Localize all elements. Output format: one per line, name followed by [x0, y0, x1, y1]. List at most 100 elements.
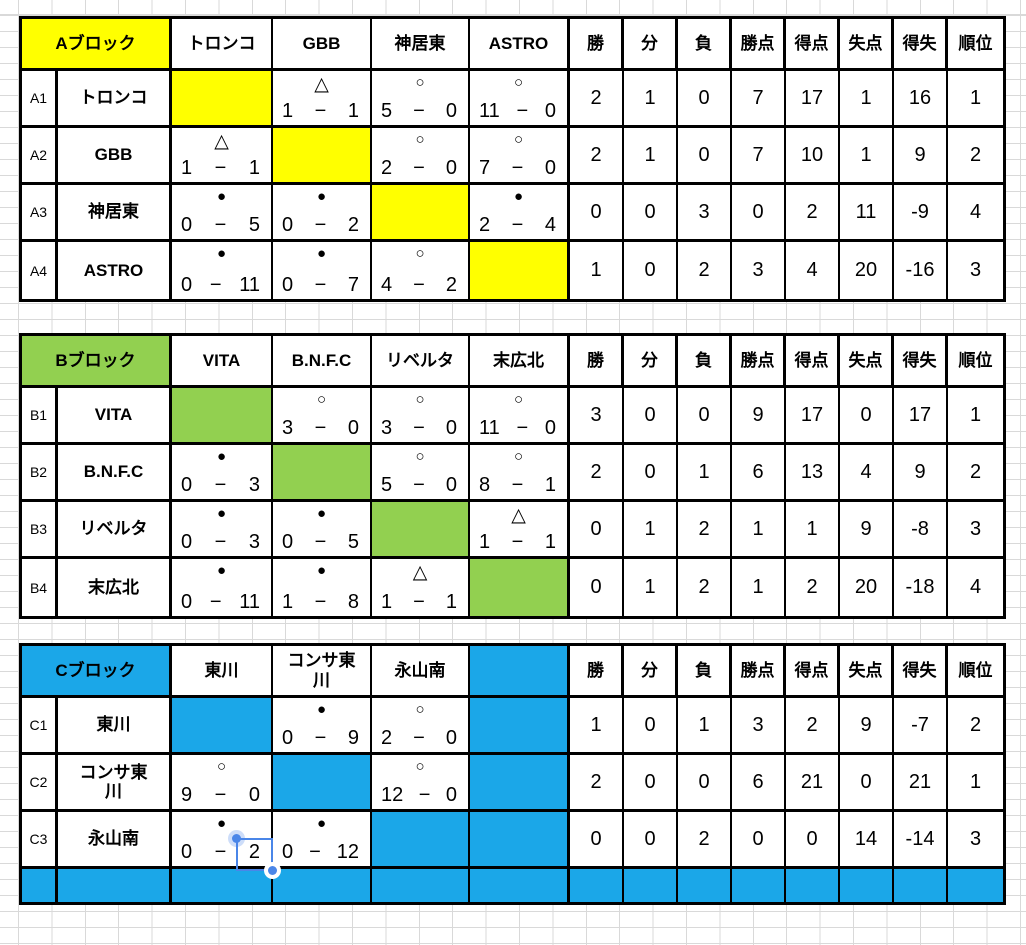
stat-value-cell[interactable]: 1 [786, 502, 840, 559]
stat-header-cell[interactable]: 負 [678, 646, 732, 698]
stat-value-cell[interactable]: 9 [840, 502, 894, 559]
footer-row-cell[interactable] [570, 869, 624, 902]
stat-header-cell[interactable]: 失点 [840, 19, 894, 71]
row-label-cell[interactable]: C2 [22, 755, 58, 812]
stat-header-cell[interactable]: 順位 [948, 336, 1003, 388]
stat-value-cell[interactable]: 1 [624, 559, 678, 616]
stat-value-cell[interactable]: 0 [678, 71, 732, 128]
stat-value-cell[interactable]: 4 [948, 185, 1003, 242]
stat-value-cell[interactable]: 6 [732, 755, 786, 812]
self-match-cell[interactable] [372, 502, 470, 559]
match-result-cell[interactable]: ○ 2−0 [372, 698, 470, 755]
stat-header-cell[interactable]: 勝 [570, 336, 624, 388]
stat-value-cell[interactable]: 0 [624, 812, 678, 869]
opponent-header-cell[interactable]: トロンコ [172, 19, 273, 71]
self-match-cell[interactable] [172, 71, 273, 128]
stat-value-cell[interactable]: 0 [678, 755, 732, 812]
stat-value-cell[interactable]: 4 [840, 445, 894, 502]
block-title-cell[interactable]: Bブロック [22, 336, 172, 388]
stat-value-cell[interactable]: 1 [840, 128, 894, 185]
opponent-header-cell[interactable]: GBB [273, 19, 372, 71]
stat-value-cell[interactable]: 0 [840, 388, 894, 445]
stat-value-cell[interactable]: 0 [624, 755, 678, 812]
footer-row-cell[interactable] [22, 869, 58, 902]
stat-value-cell[interactable]: 0 [840, 755, 894, 812]
stat-value-cell[interactable]: 1 [948, 71, 1003, 128]
footer-row-cell[interactable] [470, 869, 570, 902]
stat-header-cell[interactable]: 負 [678, 19, 732, 71]
footer-row-cell[interactable] [273, 869, 372, 902]
stat-value-cell[interactable]: 0 [678, 388, 732, 445]
stat-value-cell[interactable]: 3 [948, 502, 1003, 559]
team-name-cell[interactable]: コンサ東 川 [58, 755, 172, 812]
stat-value-cell[interactable]: 0 [624, 185, 678, 242]
self-match-cell[interactable] [172, 698, 273, 755]
stat-value-cell[interactable]: 3 [732, 242, 786, 299]
stat-header-cell[interactable]: 得点 [786, 19, 840, 71]
match-result-cell[interactable]: ○ 2−0 [372, 128, 470, 185]
stat-header-cell[interactable]: 勝点 [732, 19, 786, 71]
stat-value-cell[interactable]: 0 [678, 128, 732, 185]
match-result-cell[interactable]: ● 0−5 [172, 185, 273, 242]
stat-value-cell[interactable]: 4 [948, 559, 1003, 616]
stat-value-cell[interactable]: 1 [678, 445, 732, 502]
stat-value-cell[interactable]: 2 [786, 698, 840, 755]
match-result-cell[interactable]: ○ 4−2 [372, 242, 470, 299]
footer-row-cell[interactable] [172, 869, 273, 902]
footer-row-cell[interactable] [732, 869, 786, 902]
opponent-header-cell[interactable] [470, 646, 570, 698]
footer-row-cell[interactable] [372, 869, 470, 902]
stat-value-cell[interactable]: 1 [624, 128, 678, 185]
team-name-cell[interactable]: ASTRO [58, 242, 172, 299]
stat-value-cell[interactable]: 20 [840, 559, 894, 616]
empty-cell[interactable] [470, 755, 570, 812]
row-label-cell[interactable]: B3 [22, 502, 58, 559]
empty-cell[interactable] [470, 698, 570, 755]
stat-value-cell[interactable]: 6 [732, 445, 786, 502]
stat-value-cell[interactable]: 0 [786, 812, 840, 869]
stat-value-cell[interactable]: 2 [570, 128, 624, 185]
stat-value-cell[interactable]: 1 [570, 242, 624, 299]
match-result-cell[interactable]: ○ 11−0 [470, 388, 570, 445]
opponent-header-cell[interactable]: コンサ東 川 [273, 646, 372, 698]
stat-value-cell[interactable]: 2 [570, 755, 624, 812]
stat-value-cell[interactable]: 16 [894, 71, 948, 128]
stat-header-cell[interactable]: 勝 [570, 19, 624, 71]
stat-value-cell[interactable]: 1 [678, 698, 732, 755]
stat-header-cell[interactable]: 得失 [894, 336, 948, 388]
match-result-cell[interactable]: ● 1−8 [273, 559, 372, 616]
stat-value-cell[interactable]: 1 [948, 755, 1003, 812]
stat-value-cell[interactable]: 0 [624, 242, 678, 299]
match-result-cell[interactable]: ● 0−2 [273, 185, 372, 242]
row-label-cell[interactable]: C3 [22, 812, 58, 869]
stat-value-cell[interactable]: 7 [732, 71, 786, 128]
stat-value-cell[interactable]: 1 [624, 71, 678, 128]
stat-header-cell[interactable]: 順位 [948, 646, 1003, 698]
stat-value-cell[interactable]: 21 [786, 755, 840, 812]
stat-value-cell[interactable]: 20 [840, 242, 894, 299]
match-result-cell[interactable]: ○ 7−0 [470, 128, 570, 185]
match-result-cell[interactable]: △ 1−1 [273, 71, 372, 128]
selection-handle-top-left[interactable] [232, 834, 241, 843]
self-match-cell[interactable] [273, 755, 372, 812]
self-match-cell[interactable] [470, 559, 570, 616]
stat-value-cell[interactable]: 2 [786, 185, 840, 242]
stat-value-cell[interactable]: 3 [732, 698, 786, 755]
match-result-cell[interactable]: △ 1−1 [172, 128, 273, 185]
stat-value-cell[interactable]: 3 [948, 812, 1003, 869]
stat-value-cell[interactable]: 0 [570, 559, 624, 616]
team-name-cell[interactable]: GBB [58, 128, 172, 185]
match-result-cell[interactable]: ○ 9−0 [172, 755, 273, 812]
row-label-cell[interactable]: A2 [22, 128, 58, 185]
footer-row-cell[interactable] [840, 869, 894, 902]
stat-header-cell[interactable]: 負 [678, 336, 732, 388]
stat-value-cell[interactable]: 1 [732, 502, 786, 559]
stat-value-cell[interactable]: -16 [894, 242, 948, 299]
match-result-cell[interactable]: ● 0−7 [273, 242, 372, 299]
stat-value-cell[interactable]: 0 [624, 388, 678, 445]
team-name-cell[interactable]: 末広北 [58, 559, 172, 616]
match-result-cell[interactable]: ○ 12−0 [372, 755, 470, 812]
stat-value-cell[interactable]: 2 [948, 698, 1003, 755]
team-name-cell[interactable]: トロンコ [58, 71, 172, 128]
stat-value-cell[interactable]: -18 [894, 559, 948, 616]
